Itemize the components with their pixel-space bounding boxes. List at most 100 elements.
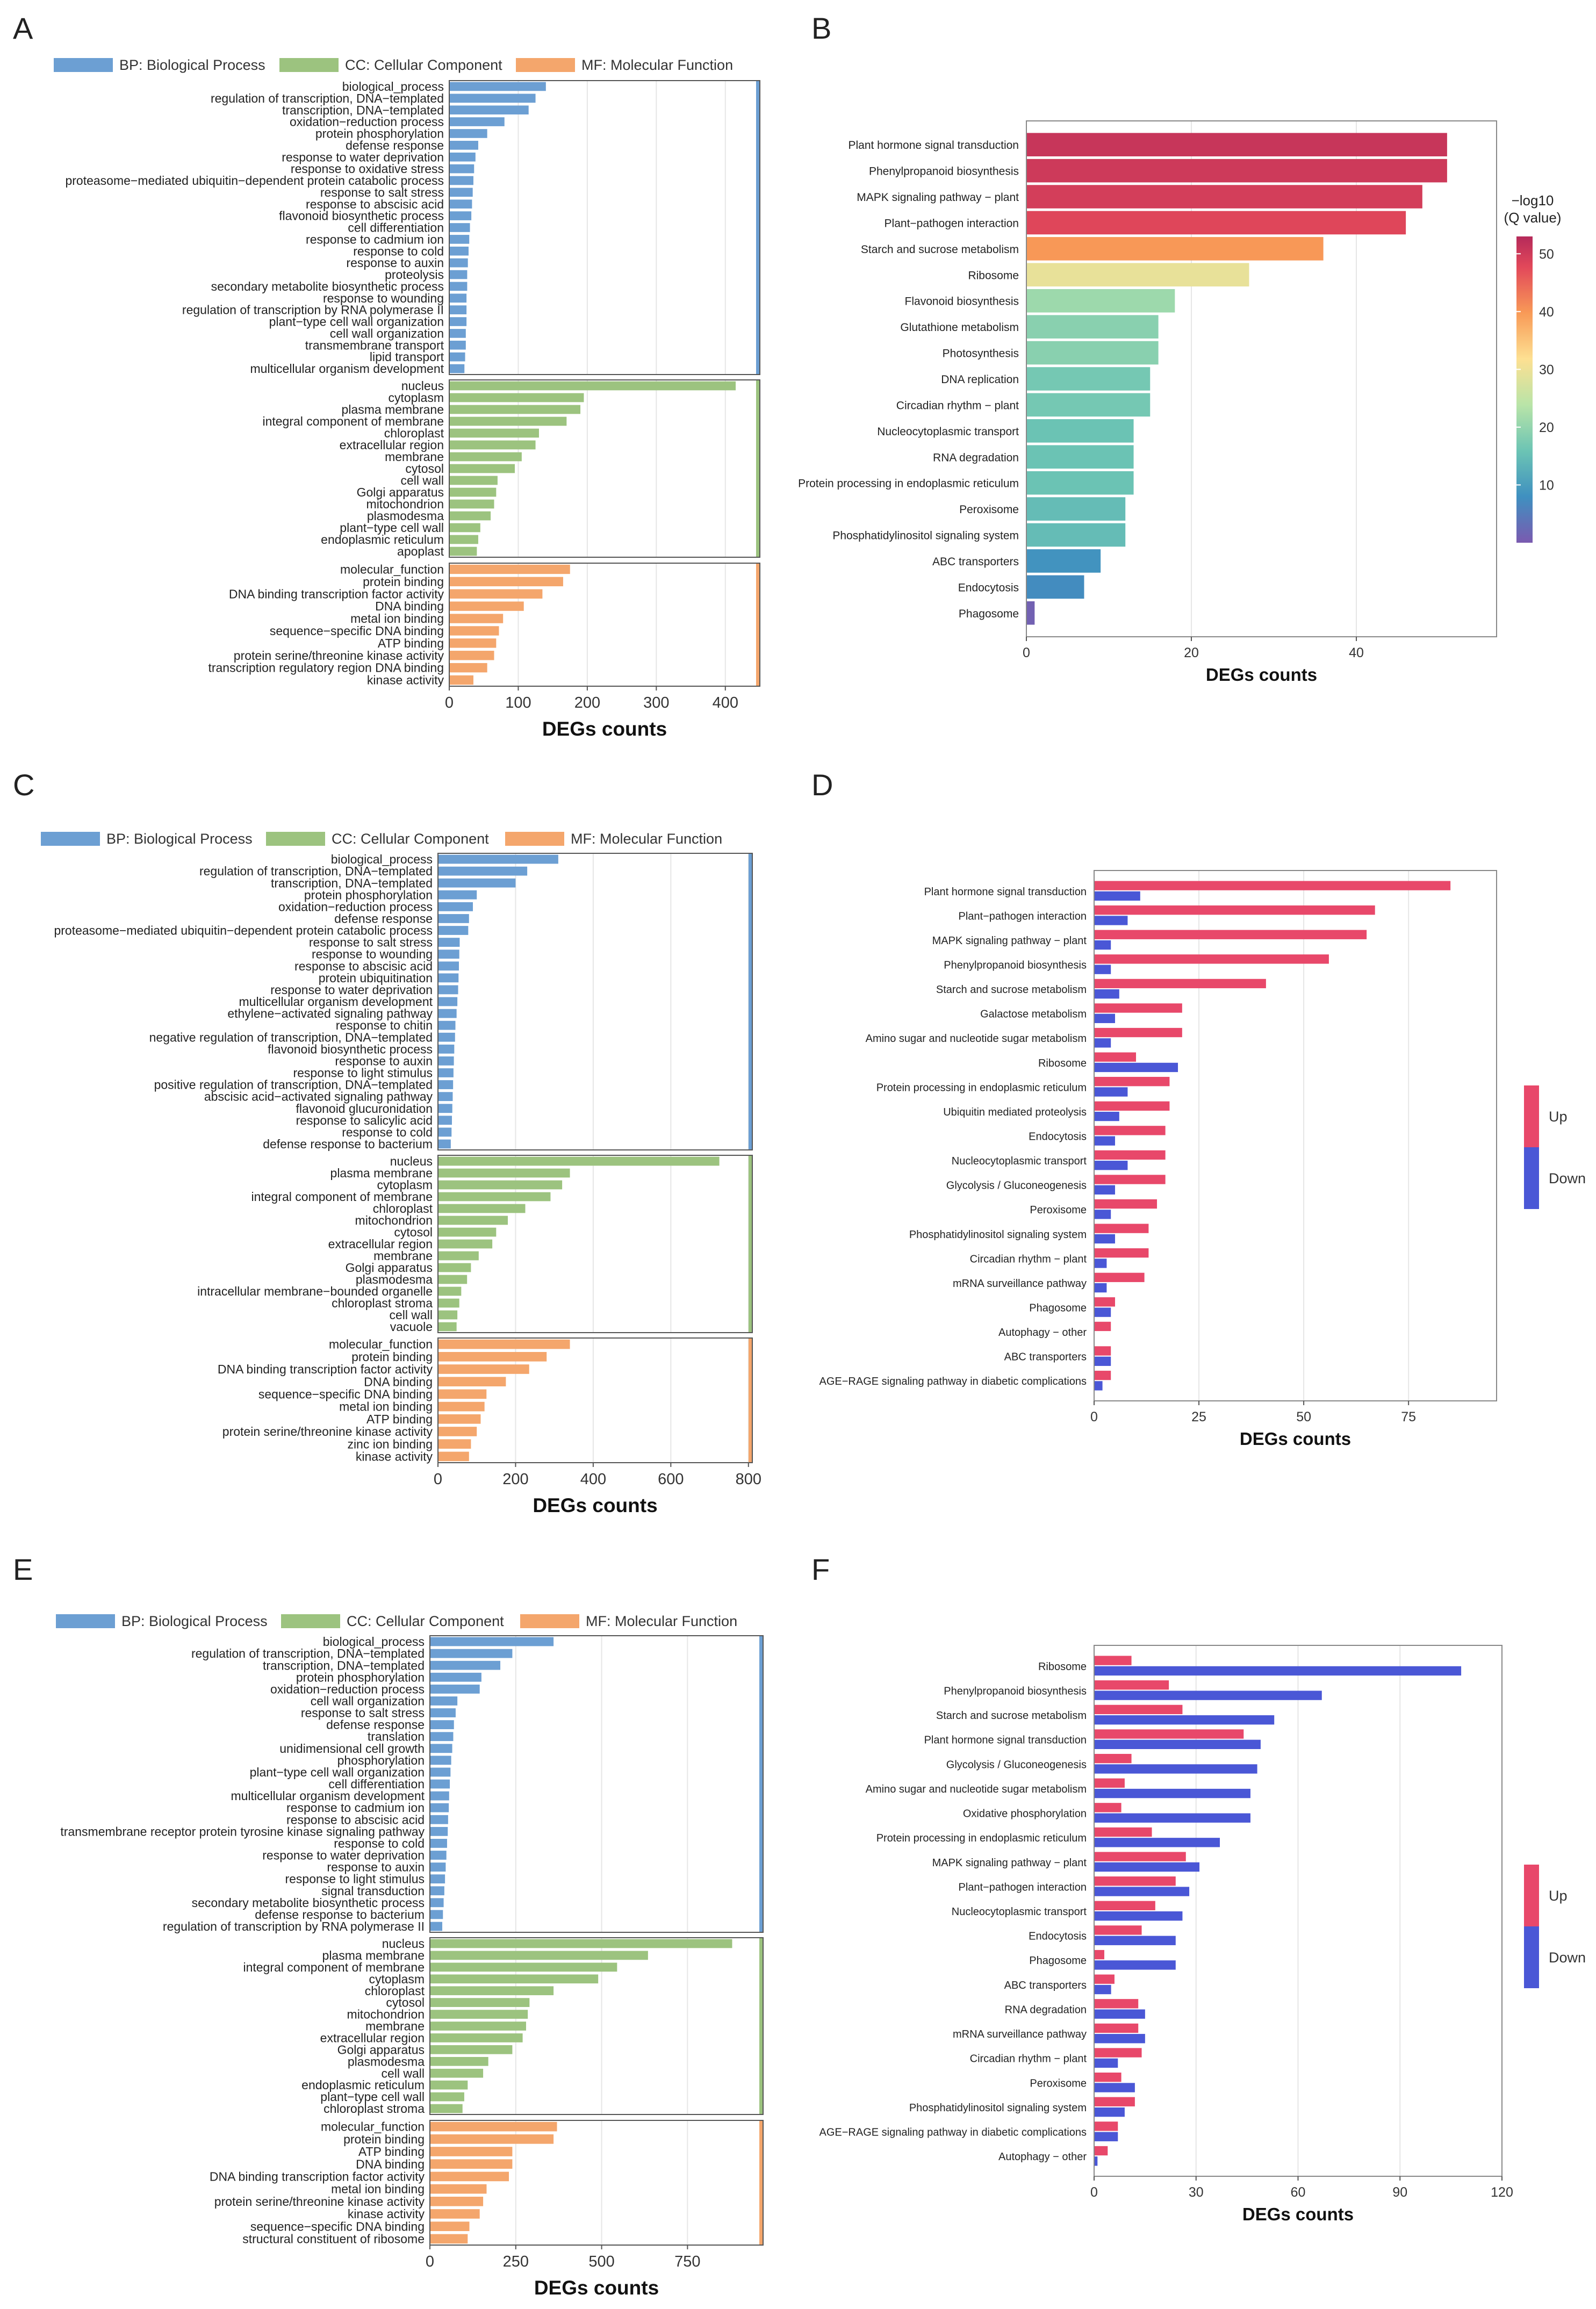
panel-d-bar-up-14: [1094, 1224, 1149, 1233]
panel-d-xtick-label-2: 50: [1296, 1409, 1311, 1425]
panel-c-bp-bar-3: [438, 890, 477, 900]
panel-d-bar-up-6: [1094, 1027, 1182, 1038]
panel-a-xaxis-title: DEGs counts: [542, 718, 667, 740]
panel-d-bar-up-19: [1094, 1346, 1111, 1356]
panel-c-bp-bar-17: [438, 1056, 454, 1066]
panel-e-bp-label-12: cell differentiation: [328, 1777, 425, 1791]
panel-c-bp-label-22: response to salicylic acid: [296, 1113, 433, 1127]
panel-b-xtick-label-0: 0: [1023, 645, 1030, 660]
panel-d-legend: Up Down: [1524, 1085, 1586, 1209]
panel-c-bp-label-23: response to cold: [342, 1125, 433, 1139]
panel-f-bar-down-19: [1094, 2132, 1118, 2141]
panel-c-cc-panel-frame: [437, 1155, 753, 1333]
panel-a-bp-bar-0: [449, 82, 546, 91]
panel-b-bar-0: [1026, 133, 1447, 156]
panel-f-bar-up-17: [1094, 2072, 1121, 2082]
panel-c-cc-label-13: cell wall: [389, 1308, 433, 1322]
panel-a-cc-bar-4: [449, 428, 539, 438]
panel-a-mf-label-7: protein serine/threonine kinase activity: [234, 649, 444, 663]
panel-b-bar-10: [1026, 393, 1151, 417]
panel-a-bp-bar-18: [449, 293, 467, 303]
panel-e-bp-bar-19: [430, 1862, 446, 1872]
panel-e-bp-bar-9: [430, 1744, 452, 1753]
panel-e-mf-bar-2: [430, 2147, 513, 2156]
panel-c-cc-label-9: Golgi apparatus: [346, 1261, 433, 1275]
panel-c-bp-bar-6: [438, 926, 469, 935]
panel-d-legend-up-swatch: [1524, 1085, 1539, 1147]
panel-f-xaxis-title: DEGs counts: [1242, 2204, 1354, 2224]
panel-c-bp-bar-18: [438, 1068, 454, 1077]
panel-d-label-16: mRNA surveillance pathway: [953, 1278, 1087, 1290]
panel-c-bp-label-3: protein phosphorylation: [304, 888, 433, 902]
panel-e-mf-strip: [759, 2120, 763, 2245]
panel-e-mf-bar-3: [430, 2159, 513, 2169]
panel-c-xtick-label-4: 800: [736, 1471, 761, 1488]
panel-e-bp-bar-11: [430, 1767, 451, 1777]
panel-a-bp-label-6: response to water deprivation: [282, 150, 444, 164]
panel-f-bar-down-1: [1094, 1691, 1322, 1700]
panel-c-cc-bar-7: [438, 1239, 493, 1249]
panel-f-legend-down-label: Down: [1549, 1950, 1586, 1966]
panel-e-cc-bar-4: [430, 1986, 554, 1996]
panel-e-bp-bar-18: [430, 1851, 447, 1860]
panel-c-cc-bar-1: [438, 1168, 570, 1178]
panel-f-label-17: Peroxisome: [1030, 2077, 1087, 2089]
panel-c-legend: BP: Biological Process CC: Cellular Comp…: [41, 831, 722, 847]
panel-b-bar-14: [1026, 497, 1126, 521]
panel-e-cc-label-13: plant−type cell wall: [320, 2090, 425, 2104]
panel-f-bar-down-0: [1094, 1666, 1462, 1676]
panel-e-mf-label-8: sequence−specific DNA binding: [250, 2219, 425, 2233]
panel-c-bp-panel-bg: [438, 853, 752, 1150]
panel-e-bp-bar-14: [430, 1803, 449, 1812]
panel-d-bar-down-0: [1094, 891, 1140, 901]
panel-f-bar-up-1: [1094, 1680, 1169, 1690]
panel-a-bp-label-12: cell differentiation: [348, 221, 444, 235]
panel-c-mf-bar-3: [438, 1377, 506, 1387]
panel-f-bar-down-2: [1094, 1715, 1275, 1725]
panel-f-bar-down-8: [1094, 1862, 1200, 1872]
panel-a-bp-bar-11: [449, 211, 472, 220]
panel-e-cc-label-11: cell wall: [381, 2066, 425, 2080]
panel-f-bar-down-10: [1094, 1911, 1183, 1921]
panel-a-bp-bar-10: [449, 199, 472, 209]
panel-e-mf-bar-4: [430, 2171, 509, 2182]
panel-b-label-6: Flavonoid biosynthesis: [905, 296, 1019, 308]
panel-f-bar-up-9: [1094, 1876, 1176, 1886]
panel-a-bp-bar-16: [449, 270, 468, 279]
panel-c-bp-label-16: flavonoid biosynthetic process: [268, 1042, 433, 1056]
panel-e-bp-label-3: protein phosphorylation: [296, 1670, 425, 1684]
panel-d-bar-up-7: [1094, 1052, 1137, 1062]
panel-b-bar-13: [1026, 471, 1134, 495]
panel-b-label-2: MAPK signaling pathway − plant: [857, 191, 1019, 204]
panel-f-bar-up-19: [1094, 2121, 1118, 2131]
panel-a-xtick-label-0: 0: [445, 694, 454, 711]
panel-b-colorbar-tick-label-0: 10: [1539, 478, 1554, 493]
panel-e-cc-label-2: integral component of membrane: [243, 1960, 425, 1974]
panel-e-bp-label-14: response to cadmium ion: [286, 1801, 425, 1815]
panel-d-label-11: Nucleocytoplasmic transport: [952, 1155, 1087, 1167]
panel-b-bar-1: [1026, 159, 1447, 183]
panel-e-bp-bar-10: [430, 1756, 451, 1765]
panel-letter-a: A: [13, 11, 33, 45]
panel-f-bar-up-10: [1094, 1901, 1155, 1910]
panel-a-cc-label-7: cytosol: [405, 462, 444, 476]
panel-e-xaxis-title: DEGs counts: [534, 2277, 659, 2299]
panel-a-bp-bar-6: [449, 152, 476, 162]
panel-b-label-1: Phenylpropanoid biosynthesis: [869, 166, 1019, 178]
panel-a-bp-panel-frame: [449, 80, 760, 375]
panel-c-bp-label-19: positive regulation of transcription, DN…: [154, 1078, 433, 1092]
panel-f-bar-up-0: [1094, 1656, 1132, 1665]
panel-e-bp-label-19: response to auxin: [327, 1860, 425, 1874]
panel-c-xaxis-title: DEGs counts: [533, 1494, 657, 1516]
panel-f-label-3: Plant hormone signal transduction: [924, 1735, 1087, 1746]
panel-f-bar-up-18: [1094, 2097, 1135, 2106]
panel-a-cc-label-11: plasmodesma: [367, 509, 444, 523]
panel-a-cc-bar-10: [449, 499, 494, 509]
panel-b-colorbar-tick-label-4: 50: [1539, 247, 1554, 262]
panel-f-label-15: mRNA surveillance pathway: [953, 2029, 1087, 2040]
panel-f-bar-up-16: [1094, 2048, 1142, 2058]
panel-e-cc-bar-9: [430, 2045, 513, 2054]
panel-c-bp-bar-5: [438, 914, 469, 923]
panel-d-bar-down-12: [1094, 1185, 1116, 1195]
panel-f-bar-down-16: [1094, 2058, 1118, 2068]
